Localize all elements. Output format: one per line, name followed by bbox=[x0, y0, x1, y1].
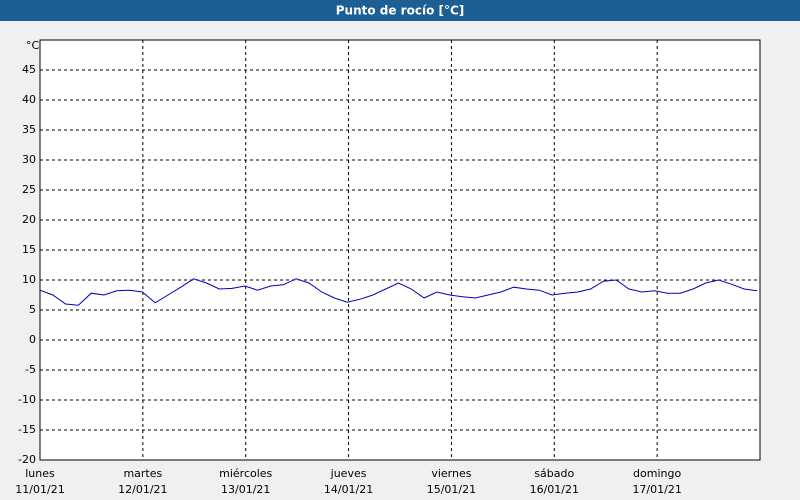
y-tick-label: -15 bbox=[18, 423, 36, 436]
x-tick-date: 14/01/21 bbox=[324, 483, 373, 496]
x-tick-date: 17/01/21 bbox=[632, 483, 681, 496]
y-tick-label: 15 bbox=[22, 243, 36, 256]
x-tick-date: 13/01/21 bbox=[221, 483, 270, 496]
x-tick-day: lunes bbox=[25, 467, 55, 480]
y-tick-label: -20 bbox=[18, 453, 36, 466]
y-tick-label: 20 bbox=[22, 213, 36, 226]
y-tick-label: 25 bbox=[22, 183, 36, 196]
dew-point-line bbox=[39, 278, 758, 306]
x-tick-day: miércoles bbox=[219, 467, 272, 480]
y-tick-label: -5 bbox=[25, 363, 36, 376]
x-tick-day: viernes bbox=[431, 467, 471, 480]
x-tick-day: domingo bbox=[633, 467, 681, 480]
y-tick-label: 10 bbox=[22, 273, 36, 286]
y-tick-label: -10 bbox=[18, 393, 36, 406]
y-tick-label: 0 bbox=[29, 333, 36, 346]
y-tick-label: 35 bbox=[22, 123, 36, 136]
chart-title: Punto de rocío [°C] bbox=[336, 4, 465, 18]
x-tick-date: 12/01/21 bbox=[118, 483, 167, 496]
title-bar bbox=[0, 0, 800, 21]
y-unit: °C bbox=[26, 39, 40, 52]
x-tick-date: 15/01/21 bbox=[427, 483, 476, 496]
x-tick-date: 11/01/21 bbox=[15, 483, 64, 496]
y-tick-label: 45 bbox=[22, 63, 36, 76]
x-tick-day: martes bbox=[123, 467, 162, 480]
x-tick-date: 16/01/21 bbox=[530, 483, 579, 496]
y-tick-label: 40 bbox=[22, 93, 36, 106]
y-tick-label: 30 bbox=[22, 153, 36, 166]
x-tick-day: sábado bbox=[534, 467, 574, 480]
x-tick-day: jueves bbox=[330, 467, 367, 480]
y-tick-label: 5 bbox=[29, 303, 36, 316]
